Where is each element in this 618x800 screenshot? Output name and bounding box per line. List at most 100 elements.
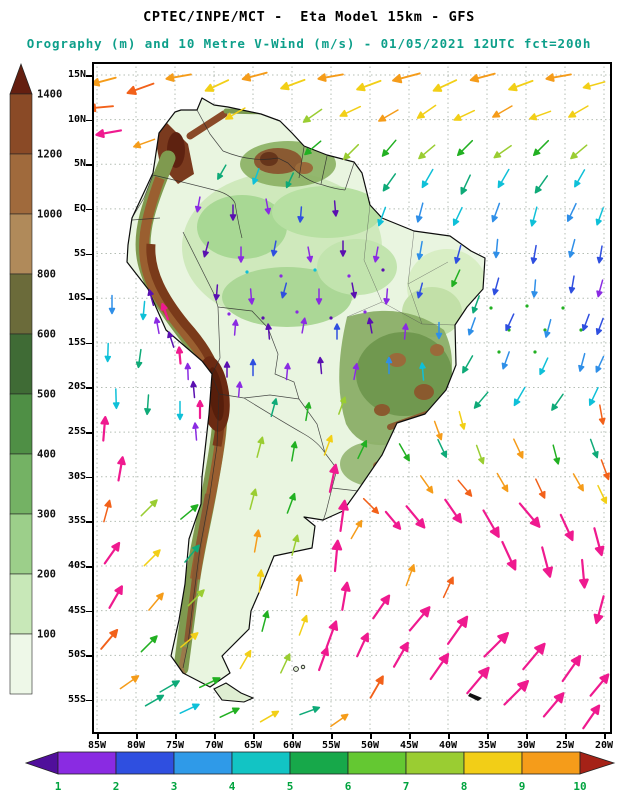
wind-arrow	[570, 144, 588, 160]
wind-arrow	[493, 238, 500, 259]
wind-arrow	[456, 139, 474, 157]
wind-arrow	[176, 400, 184, 421]
wind-arrow	[265, 323, 272, 340]
wind-arrow	[466, 666, 490, 695]
wind-arrow	[290, 441, 298, 462]
chart-title: CPTEC/INPE/MCT - Eta Model 15km - GFS	[143, 9, 475, 25]
lat-tick-mark	[86, 521, 92, 523]
wind-arrow	[202, 241, 210, 258]
lat-tick-label: 5N	[73, 158, 86, 170]
lon-tick-mark	[604, 734, 606, 739]
wind-arrow	[588, 386, 599, 406]
wind-arrow	[497, 168, 510, 189]
calm-wind-dot	[381, 268, 385, 272]
wind-arrow	[529, 110, 552, 121]
wind-arrow	[297, 206, 304, 223]
orography-colorbar-label: 800	[37, 269, 56, 281]
wind-arrow	[416, 240, 424, 261]
wind-arrow	[471, 295, 480, 314]
wind-arrow	[140, 300, 147, 321]
wind-arrow	[457, 479, 473, 497]
orography-colorbar-label: 400	[37, 449, 56, 461]
wind-arrow	[568, 275, 576, 294]
wind-arrow	[398, 443, 410, 462]
wind-arrow	[264, 198, 272, 215]
wind-arrow	[574, 169, 586, 188]
wind-arrow	[232, 319, 239, 336]
wind-arrow	[362, 497, 380, 515]
calm-wind-dot	[227, 312, 231, 316]
wind-arrow	[160, 303, 169, 321]
lon-tick-label: 55W	[321, 740, 341, 751]
lat-tick-mark	[86, 75, 92, 77]
lon-tick-label: 45W	[399, 740, 419, 751]
calm-wind-dot	[489, 306, 493, 310]
lat-tick-label: 15S	[67, 336, 86, 348]
wind-arrow	[357, 440, 368, 460]
wind-arrow	[147, 289, 155, 307]
wind-arrow	[419, 475, 434, 494]
wind-arrow	[299, 706, 321, 716]
calm-wind-dot	[525, 304, 529, 308]
wind-arrow	[415, 202, 424, 223]
orography-colorbar-segment	[9, 453, 33, 515]
wind-arrow	[544, 318, 552, 338]
wind-colorbar-label: 4	[229, 780, 236, 793]
wind-arrow	[179, 703, 200, 714]
wind-arrow	[469, 72, 496, 83]
wind-arrow	[482, 509, 500, 538]
wind-arrow	[175, 346, 184, 365]
wind-arrow	[432, 79, 458, 92]
wind-arrow	[582, 704, 601, 730]
wind-arrow	[501, 540, 517, 571]
state-borders	[346, 204, 456, 326]
wind-arrow	[140, 635, 158, 653]
wind-colorbar-segment	[231, 751, 291, 775]
lat-tick-mark	[86, 342, 92, 345]
wind-arrow	[598, 404, 606, 425]
wind-arrow	[503, 680, 529, 706]
wind-arrow	[582, 81, 606, 90]
lon-tick-label: 75W	[165, 740, 185, 751]
lon-tick-label: 30W	[516, 740, 536, 751]
map-plot-area	[92, 62, 612, 734]
orography-colorbar-segment	[9, 573, 33, 635]
wind-arrow	[315, 288, 323, 305]
lat-tick-label: 5S	[73, 247, 86, 259]
wind-arrow	[213, 284, 220, 301]
lat-tick-label: 50S	[67, 649, 86, 661]
wind-arrow	[437, 438, 448, 458]
calm-wind-dot	[279, 274, 283, 278]
wind-arrow	[416, 104, 437, 119]
wind-arrow	[419, 362, 426, 381]
wind-arrow	[223, 361, 231, 378]
wind-arrow	[317, 356, 324, 375]
wind-arrow	[566, 202, 577, 222]
wind-arrow	[460, 174, 471, 195]
south-georgia-island	[468, 693, 482, 701]
wind-arrow	[256, 569, 265, 593]
wind-arrow	[444, 498, 463, 524]
wind-arrow	[261, 610, 270, 632]
wind-arrow	[135, 348, 143, 369]
wind-arrow	[252, 168, 260, 185]
country-borders	[131, 109, 359, 669]
lat-tick-mark	[86, 298, 92, 300]
calm-wind-dot	[533, 350, 537, 354]
falkland-island-west	[293, 666, 299, 672]
wind-arrow	[416, 282, 424, 299]
wind-arrow	[229, 204, 237, 221]
wind-arrow	[184, 544, 200, 563]
wind-arrow	[578, 352, 586, 372]
wind-colorbar-left-arrow	[24, 751, 59, 775]
wind-arrow	[531, 279, 538, 298]
wind-arrow	[318, 646, 329, 672]
wind-arrow	[284, 362, 291, 381]
wind-arrow	[568, 105, 589, 118]
calm-wind-dot	[363, 310, 367, 314]
lon-tick-mark	[136, 734, 138, 739]
wind-arrow	[405, 505, 426, 529]
wind-arrow	[352, 362, 360, 381]
wind-arrow	[581, 313, 590, 332]
plot-frame	[92, 62, 612, 734]
